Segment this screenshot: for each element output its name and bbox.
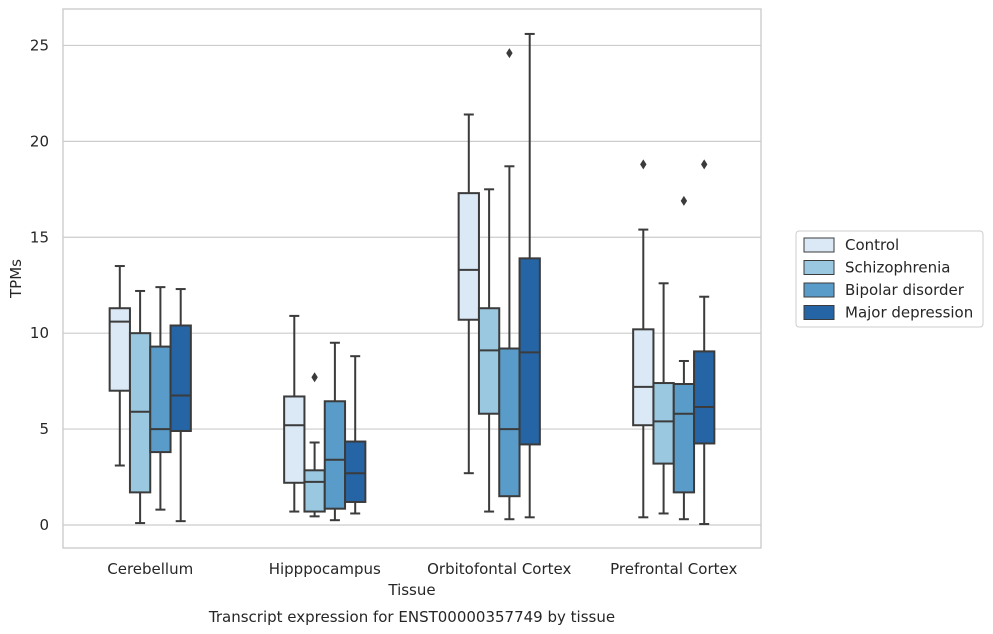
iqr-box <box>457 192 480 321</box>
legend-label: Bipolar disorder <box>845 281 965 299</box>
box-group <box>672 195 696 521</box>
x-tick-label: Cerebellum <box>107 560 193 578</box>
iqr-box <box>344 440 367 503</box>
x-tick-label: Hipppocampus <box>269 560 381 578</box>
y-tick-labels: 0 5 10 15 20 25 <box>30 36 49 534</box>
outlier-point <box>506 48 513 59</box>
x-tick-labels: Cerebellum Hipppocampus Orbitofontal Corte… <box>107 560 737 578</box>
iqr-box <box>323 400 347 510</box>
box-group <box>323 341 347 522</box>
iqr-box <box>652 382 675 465</box>
box-group <box>693 159 716 526</box>
plot-area-frame <box>62 8 762 549</box>
legend-swatch <box>803 260 835 275</box>
outlier-point <box>640 159 647 170</box>
box-group <box>108 265 131 467</box>
box-group <box>303 372 326 518</box>
legend-swatch <box>803 237 835 253</box>
legend-frame <box>795 230 984 328</box>
y-tick-label: 25 <box>30 36 49 54</box>
y-tick-label: 10 <box>30 324 49 342</box>
iqr-box <box>632 328 655 427</box>
box-group <box>632 159 655 519</box>
y-tick-label: 0 <box>39 516 49 534</box>
box-group <box>149 286 172 511</box>
box-group <box>169 288 192 523</box>
outlier-point <box>701 159 708 170</box>
legend-label: Schizophrenia <box>845 259 950 277</box>
iqr-box <box>149 345 172 454</box>
iqr-box <box>108 307 131 392</box>
chart-title: Transcript expression for ENST0000035774… <box>208 608 615 626</box>
legend: Control Schizophrenia Bipolar disorder Majo… <box>795 230 984 328</box>
outlier-point <box>680 195 688 206</box>
box-group <box>457 113 480 475</box>
x-tick-label: Orbitofontal Cortex <box>427 560 571 578</box>
box-group <box>128 289 152 525</box>
iqr-box <box>672 382 696 494</box>
x-axis-label: Tissue <box>387 581 435 599</box>
legend-swatch <box>803 305 835 320</box>
box-group <box>518 32 541 519</box>
iqr-box <box>283 395 306 484</box>
outlier-point <box>311 372 318 383</box>
y-tick-label: 20 <box>30 132 49 150</box>
iqr-box <box>303 469 326 513</box>
iqr-box <box>169 324 192 432</box>
iqr-box <box>693 350 716 445</box>
y-axis-label: TPMs <box>7 259 25 299</box>
box-group <box>344 355 367 515</box>
legend-label: Major depression <box>845 304 973 322</box>
x-tick-label: Prefrontal Cortex <box>610 560 737 578</box>
iqr-box <box>477 307 501 415</box>
box-group <box>652 282 675 515</box>
y-tick-label: 15 <box>30 228 49 246</box>
iqr-box <box>498 347 521 498</box>
y-tick-label: 5 <box>39 420 49 438</box>
legend-label: Control <box>845 236 899 254</box>
legend-swatch <box>803 282 835 298</box>
box-group <box>283 314 306 513</box>
box-series <box>108 32 716 526</box>
box-group <box>498 48 521 521</box>
